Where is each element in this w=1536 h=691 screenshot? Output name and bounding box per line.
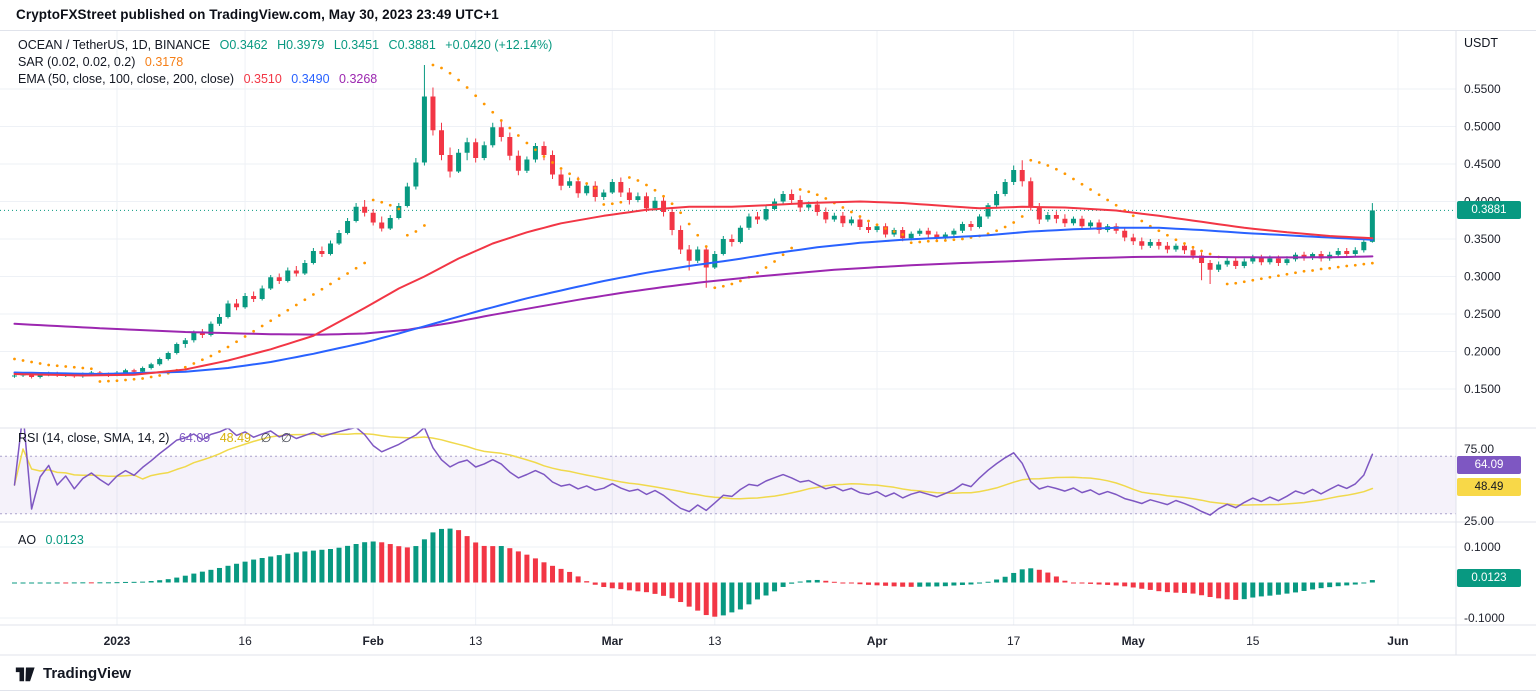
time-axis-label: 2023 [104, 634, 131, 648]
rsi-axis-badge: 64.09 [1457, 455, 1521, 474]
grid-lines [0, 30, 1456, 625]
price-tick-label: 0.3500 [1464, 232, 1501, 246]
sar-legend-row: SAR (0.02, 0.02, 0.2) 0.3178 [18, 54, 558, 71]
ema200-value: 0.3268 [339, 72, 378, 86]
price-change-value: +0.0420 (+12.14%) [445, 38, 553, 52]
price-axis-currency-label: USDT [1464, 36, 1499, 50]
sar-dots-series [13, 63, 1374, 383]
price-tick-label: 0.1500 [1464, 382, 1501, 396]
tradingview-brand-text: TradingView [43, 664, 132, 682]
ohlc-open-value: O0.3462 [219, 38, 268, 52]
tradingview-logo-icon [15, 667, 35, 682]
tradingview-footer-link[interactable]: TradingView [14, 662, 131, 684]
ao-tick-label: 0.1000 [1464, 540, 1501, 554]
rsi-lines [13, 428, 1374, 516]
time-axis-label: Feb [363, 634, 384, 648]
pane-separators [0, 30, 1536, 656]
symbol-legend-row: OCEAN / TetherUS, 1D, BINANCE O0.3462 H0… [18, 37, 558, 54]
rsi-sma-value: 48.49 [219, 431, 251, 445]
sar-indicator-value: 0.3178 [144, 55, 184, 69]
time-axis-label: May [1122, 634, 1146, 648]
rsi-lower-band-null: ∅ [280, 431, 292, 445]
ohlc-high-value: H0.3979 [277, 38, 325, 52]
publisher-credit: CryptoFXStreet published on TradingView.… [16, 7, 499, 22]
time-axis-label: 13 [708, 634, 722, 648]
ao-axis-badge: 0.0123 [1457, 569, 1521, 588]
time-axis-label: 15 [1246, 634, 1260, 648]
ao-histogram [12, 528, 1375, 617]
sar-indicator-label[interactable]: SAR (0.02, 0.02, 0.2) [18, 55, 136, 69]
ohlc-close-value: C0.3881 [388, 38, 436, 52]
chart-canvas[interactable]: 0.55000.50000.45000.40000.35000.30000.25… [0, 30, 1536, 660]
time-axis-label: 17 [1007, 634, 1021, 648]
main-legend: OCEAN / TetherUS, 1D, BINANCE O0.3462 H0… [18, 37, 558, 88]
ema-legend-row: EMA (50, close, 100, close, 200, close) … [18, 71, 558, 88]
rsi-legend: RSI (14, close, SMA, 14, 2) 64.09 48.49 … [18, 430, 298, 447]
last-price-badge: 0.3881 [1457, 201, 1521, 220]
price-tick-label: 0.5500 [1464, 82, 1501, 96]
ema50-value: 0.3510 [243, 72, 282, 86]
price-tick-label: 0.5000 [1464, 120, 1501, 134]
time-axis-label: 13 [469, 634, 483, 648]
time-axis-label: Mar [602, 634, 624, 648]
price-tick-label: 0.2500 [1464, 307, 1501, 321]
ema-indicator-label[interactable]: EMA (50, close, 100, close, 200, close) [18, 72, 235, 86]
rsi-value: 64.09 [178, 431, 211, 445]
rsi-upper-band-null: ∅ [260, 431, 272, 445]
ao-indicator-label[interactable]: AO [18, 533, 37, 547]
ao-legend-row: AO 0.0123 [18, 532, 90, 549]
rsi-tick-label: 75.00 [1464, 442, 1494, 456]
price-tick-label: 0.2000 [1464, 345, 1501, 359]
ema-lines [13, 200, 1374, 377]
ema100-value: 0.3490 [291, 72, 330, 86]
ao-legend: AO 0.0123 [18, 532, 90, 549]
time-axis-label: Jun [1387, 634, 1408, 648]
rsi-band [0, 455, 1456, 515]
axis-labels: 0.55000.50000.45000.40000.35000.30000.25… [104, 82, 1505, 648]
time-axis-label: Apr [867, 634, 888, 648]
price-tick-label: 0.3000 [1464, 270, 1501, 284]
ohlc-low-value: L0.3451 [333, 38, 380, 52]
candlestick-series [12, 65, 1375, 379]
rsi-tick-label: 25.00 [1464, 514, 1494, 528]
rsi-indicator-label[interactable]: RSI (14, close, SMA, 14, 2) [18, 431, 170, 445]
price-tick-label: 0.4500 [1464, 157, 1501, 171]
time-axis-label: 16 [238, 634, 252, 648]
ao-value: 0.0123 [45, 533, 84, 547]
rsi-sma-axis-badge: 48.49 [1457, 478, 1521, 497]
symbol-title[interactable]: OCEAN / TetherUS, 1D, BINANCE [18, 38, 211, 52]
rsi-legend-row: RSI (14, close, SMA, 14, 2) 64.09 48.49 … [18, 430, 298, 447]
ao-tick-label: -0.1000 [1464, 611, 1505, 625]
